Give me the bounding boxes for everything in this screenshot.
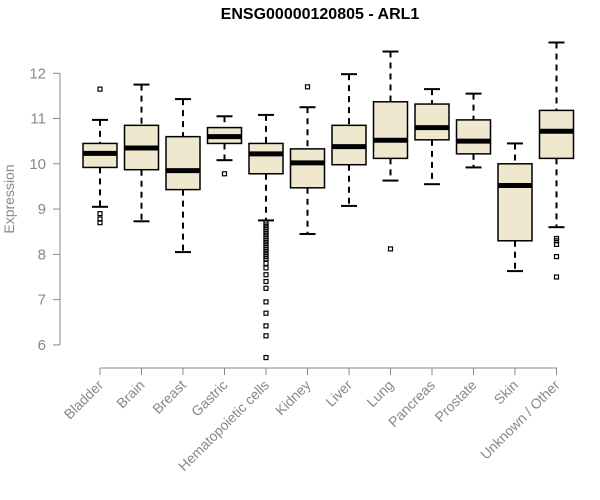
box-liver (331, 73, 367, 207)
box-prostate (455, 92, 492, 169)
outlier-point (553, 241, 560, 247)
box-unknown-other (538, 41, 575, 280)
box-skin (497, 142, 533, 273)
y-axis: 6 7 8 9 10 11 12 (29, 65, 61, 354)
x-category-label: Prostate (431, 377, 479, 425)
x-category-label: Skin (491, 377, 522, 408)
x-category-label: Breast (149, 377, 189, 417)
outlier-point (387, 246, 394, 252)
iqr-box (248, 142, 284, 175)
outlier-point (263, 299, 269, 305)
chart-title: ENSG00000120805 - ARL1 (220, 6, 420, 23)
outlier-point (553, 254, 560, 260)
box-hematopoietic-cells (248, 113, 284, 361)
outlier-point (263, 323, 269, 329)
iqr-box (165, 135, 201, 191)
outlier-point (263, 354, 269, 361)
y-tick-label: 7 (38, 292, 46, 309)
y-tick-label: 11 (30, 111, 46, 128)
outlier-point (263, 272, 269, 278)
iqr-box (414, 103, 450, 141)
x-category-label: Kidney (272, 377, 314, 419)
iqr-box (289, 148, 326, 189)
outlier-point (553, 274, 560, 280)
iqr-box (538, 109, 575, 160)
box-kidney (289, 84, 326, 235)
outlier-point (263, 333, 269, 339)
box-brain (123, 83, 160, 223)
outlier-point (97, 220, 103, 226)
outlier-point (97, 211, 103, 217)
box-gastric (206, 115, 243, 177)
x-category-label: Bladder (61, 377, 107, 423)
outlier-point (97, 86, 103, 92)
outlier-point (263, 285, 269, 291)
x-category-label: Brain (113, 377, 147, 411)
x-category-label: Liver (322, 377, 355, 410)
iqr-box (497, 163, 533, 242)
box-breast (165, 98, 201, 254)
y-tick-label: 10 (29, 156, 46, 173)
outlier-point (263, 278, 269, 285)
outlier-point (263, 265, 269, 271)
box-lung (372, 50, 409, 252)
outlier-point (263, 260, 269, 267)
boxes-layer (82, 41, 575, 361)
y-tick-label: 12 (29, 65, 46, 82)
iqr-box (455, 119, 492, 155)
y-tick-label: 8 (38, 246, 46, 263)
outlier-point (263, 310, 269, 316)
box-bladder (82, 86, 118, 226)
y-tick-label: 9 (38, 201, 46, 218)
outlier-point (304, 84, 311, 90)
y-axis-label: Expression (1, 164, 17, 233)
x-category-label: Unknown / Other (477, 377, 563, 463)
x-category-label: Lung (363, 377, 396, 410)
iqr-box (372, 101, 409, 160)
outlier-point (221, 171, 228, 177)
box-pancreas (414, 88, 450, 186)
y-tick-label: 6 (38, 337, 46, 354)
